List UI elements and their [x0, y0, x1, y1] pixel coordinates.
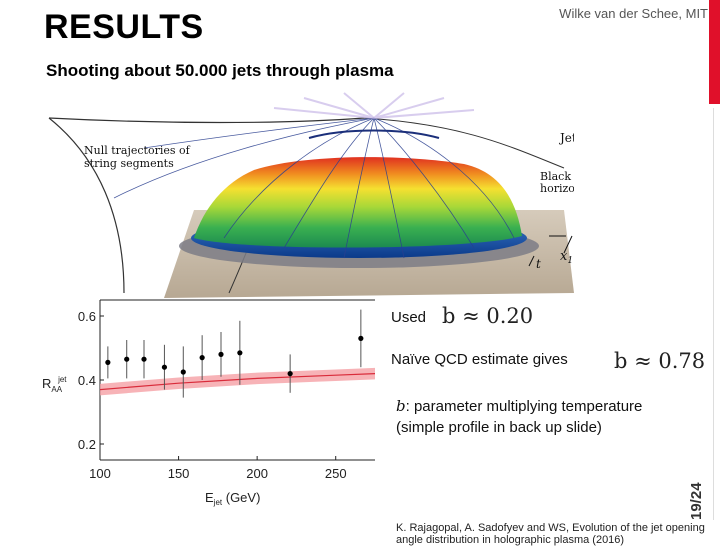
y-tick-label: 0.2 [78, 437, 96, 452]
svg-text:string segments: string segments [84, 157, 174, 170]
data-point [161, 364, 168, 370]
y-tick-label: 0.4 [78, 373, 96, 388]
black-hole-label: Black hole [540, 170, 574, 183]
data-point [237, 350, 243, 356]
theory-band [100, 367, 375, 396]
x-tick-label: 200 [246, 466, 268, 481]
slide-subtitle: Shooting about 50.000 jets through plasm… [46, 61, 394, 80]
x-tick-label: 250 [325, 466, 347, 481]
raa-chart: 100 150 200 250 0.2 0.4 0.6 RAAjet Ejet (GeV) [42, 299, 376, 507]
y-axis-label: RAAjet [42, 375, 67, 394]
used-label: Used [391, 309, 427, 326]
data-point [141, 356, 147, 362]
parameter-description: b: parameter multiplying temperature (si… [396, 397, 643, 436]
data-point [124, 356, 130, 362]
citation: K. Rajagopal, A. Sadofyev and WS, Evolut… [396, 522, 705, 546]
data-point [180, 369, 186, 375]
data-point [287, 371, 293, 377]
x-tick-label: 100 [89, 466, 111, 481]
naive-formula: b ≈ 0.78 [614, 349, 706, 373]
svg-text:horizon: horizon [540, 182, 574, 195]
data-point [105, 359, 111, 365]
x1-axis-label: x1 [560, 249, 573, 266]
data-point [199, 355, 205, 361]
null-trajectories-label: Null trajectories of [84, 144, 191, 157]
accent-bar [709, 0, 720, 104]
naive-estimate-label: Naïve QCD estimate gives [391, 351, 568, 368]
data-point [358, 335, 364, 341]
data-point [218, 351, 224, 357]
slide-title: RESULTS [44, 8, 204, 46]
sidebar-divider [713, 108, 714, 520]
y-tick-label: 0.6 [78, 309, 96, 324]
theory-line [99, 373, 376, 391]
plasma-dome [194, 157, 522, 248]
author-label: Wilke van der Schee, MIT [559, 6, 708, 21]
used-formula: b ≈ 0.20 [442, 304, 534, 328]
parameter-symbol: b [396, 397, 406, 415]
holographic-figure: Null trajectories of string segments Jet… [48, 92, 574, 298]
jet-energy-label: Jet energy [558, 131, 574, 145]
slide-number: 19/24 [688, 482, 705, 520]
x-tick-label: 150 [168, 466, 190, 481]
x-axis-label: Ejet (GeV) [205, 490, 260, 507]
t-axis-label: t [536, 257, 541, 271]
